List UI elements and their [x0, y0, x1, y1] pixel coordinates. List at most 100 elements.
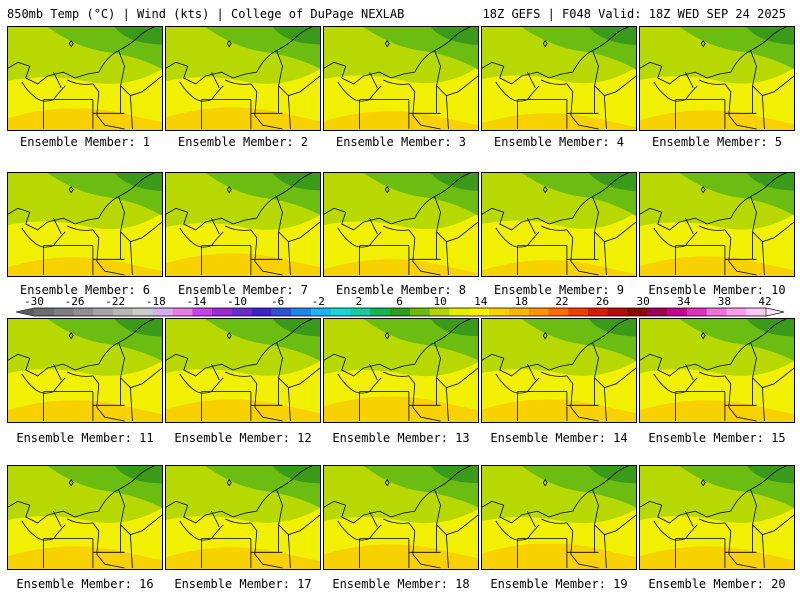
ensemble-map-panel	[481, 172, 637, 277]
colorbar-swatch	[627, 308, 648, 316]
ensemble-member-label: Ensemble Member: 19	[490, 577, 628, 591]
colorbar-swatch	[231, 308, 253, 316]
ensemble-member-label: Ensemble Member: 20	[648, 577, 786, 591]
colorbar-swatch	[429, 308, 450, 316]
colorbar-swatch	[508, 308, 530, 316]
colorbar-swatch	[390, 308, 411, 316]
colorbar-tick-label: 42	[758, 295, 772, 308]
ensemble-member-label: Ensemble Member: 10	[648, 283, 786, 297]
colorbar-labels: -30 -26 -22 -18 -14 -10 -6 -2 2 6 10 14 18 22 26 30 34 38…	[0, 296, 800, 307]
colorbar-tick-label: 34	[677, 295, 691, 308]
ensemble-map-panel	[165, 465, 321, 570]
colorbar-swatch	[251, 308, 272, 316]
colorbar-tick-label: 38	[717, 295, 731, 308]
colorbar-tick-label: 14	[474, 295, 488, 308]
colorbar-tick-label: -26	[64, 295, 85, 308]
colorbar-swatch	[607, 308, 629, 316]
colorbar-swatch	[93, 308, 114, 316]
colorbar-tick-label: -14	[186, 295, 207, 308]
ensemble-member-label: Ensemble Member: 3	[335, 135, 467, 149]
ensemble-map-panel	[7, 26, 163, 131]
ensemble-member-label: Ensemble Member: 14	[490, 431, 628, 445]
ensemble-map-panel	[7, 318, 163, 423]
colorbar-tick-label: 22	[555, 295, 569, 308]
ensemble-map-panel	[639, 172, 795, 277]
ensemble-map-panel	[323, 465, 479, 570]
colorbar-swatch	[587, 308, 609, 316]
ensemble-member-label: Ensemble Member: 11	[16, 431, 154, 445]
colorbar-tick-label: 18	[514, 295, 528, 308]
ensemble-member-label: Ensemble Member: 13	[332, 431, 470, 445]
colorbar-swatch	[350, 308, 371, 316]
ensemble-member-label: Ensemble Member: 7	[177, 283, 309, 297]
ensemble-member-label: Ensemble Member: 5	[651, 135, 783, 149]
ensemble-member-label: Ensemble Member: 4	[493, 135, 625, 149]
colorbar-tick-label: -2	[311, 295, 325, 308]
colorbar-swatch	[667, 308, 688, 316]
colorbar-swatch	[726, 308, 747, 316]
ensemble-map-panel	[165, 26, 321, 131]
map-title: 850mb Temp (°C) | Wind (kts) | College o…	[7, 7, 405, 21]
colorbar-swatch	[568, 308, 589, 316]
colorbar-swatch	[746, 308, 767, 316]
ensemble-map-panel	[639, 26, 795, 131]
ensemble-map-panel	[165, 172, 321, 277]
temperature-colorbar: -30 -26 -22 -18 -14 -10 -6 -2 2 6 10 14 18 22 26 30 34 38…	[0, 296, 800, 318]
colorbar-tick-label: -22	[105, 295, 126, 308]
colorbar-tick-label: 26	[595, 295, 610, 308]
ensemble-member-label: Ensemble Member: 1	[19, 135, 151, 149]
colorbar-swatch	[330, 308, 352, 316]
colorbar-swatch	[132, 308, 154, 316]
colorbar-tick-label: -18	[145, 295, 166, 308]
colorbar-high-arrow	[765, 307, 785, 317]
ensemble-member-label: Ensemble Member: 6	[19, 283, 151, 297]
ensemble-member-label: Ensemble Member: 9	[493, 283, 625, 297]
colorbar-swatch	[647, 308, 668, 316]
ensemble-member-label: Ensemble Member: 17	[174, 577, 312, 591]
ensemble-map-panel	[323, 318, 479, 423]
ensemble-map-panel	[481, 465, 637, 570]
colorbar-swatch	[172, 308, 193, 316]
ensemble-map-panel	[639, 318, 795, 423]
colorbar-swatch	[113, 308, 134, 316]
colorbar-swatch	[212, 308, 233, 316]
ensemble-member-label: Ensemble Member: 12	[174, 431, 312, 445]
colorbar-swatch	[548, 308, 569, 316]
ensemble-map-panel	[165, 318, 321, 423]
colorbar-swatch	[409, 308, 431, 316]
colorbar-tick-label: 6	[396, 295, 403, 308]
colorbar-tick-label: 30	[636, 295, 650, 308]
colorbar-swatch	[528, 308, 549, 316]
colorbar-swatch	[310, 308, 332, 316]
colorbar-tick-label: 10	[433, 295, 447, 308]
colorbar-swatch	[152, 308, 173, 316]
ensemble-map-panel	[323, 172, 479, 277]
ensemble-map-panel	[7, 465, 163, 570]
ensemble-member-label: Ensemble Member: 15	[648, 431, 786, 445]
colorbar-swatch	[34, 308, 55, 316]
colorbar-swatch	[449, 308, 470, 316]
ensemble-member-label: Ensemble Member: 16	[16, 577, 154, 591]
colorbar-tick-label: -10	[227, 295, 247, 308]
colorbar-swatch	[489, 308, 510, 316]
colorbar-low-arrow	[16, 308, 34, 316]
colorbar-swatch	[291, 308, 312, 316]
colorbar-tick-label: 2	[355, 295, 363, 308]
valid-time-label: 18Z GEFS | F048 Valid: 18Z WED SEP 24 20…	[482, 7, 786, 21]
colorbar-swatch	[370, 308, 391, 316]
colorbar-swatch	[469, 308, 490, 316]
ensemble-map-panel	[481, 26, 637, 131]
ensemble-member-label: Ensemble Member: 18	[332, 577, 470, 591]
ensemble-map-panel	[7, 172, 163, 277]
colorbar-swatch	[686, 308, 708, 316]
ensemble-member-label: Ensemble Member: 8	[335, 283, 467, 297]
ensemble-map-panel	[323, 26, 479, 131]
ensemble-map-panel	[639, 465, 795, 570]
colorbar-swatch	[53, 308, 75, 316]
ensemble-map-panel	[481, 318, 637, 423]
colorbar-swatch	[192, 308, 213, 316]
colorbar-swatch	[73, 308, 94, 316]
colorbar-strip	[15, 307, 785, 317]
colorbar-tick-label: -30	[24, 295, 44, 308]
colorbar-tick-label: -6	[271, 295, 285, 308]
